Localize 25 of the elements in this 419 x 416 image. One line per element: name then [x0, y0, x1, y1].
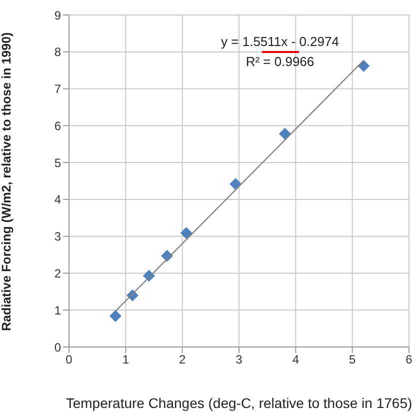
annotation: R² = 0.9966	[244, 53, 316, 71]
point	[109, 310, 122, 322]
x-tick-label: 6	[406, 352, 413, 367]
x-tick-label: 0	[66, 352, 73, 367]
y-tick-label: 8	[54, 45, 62, 60]
point	[230, 178, 242, 190]
y-tick-label: 9	[54, 8, 62, 22]
x-tick-label: 1	[122, 352, 130, 367]
y-tick-label: 4	[54, 192, 62, 207]
x-axis-title: Temperature Changes (deg-C, relative to those in 1765)	[66, 395, 412, 411]
y-tick-label: 5	[54, 156, 62, 170]
x-tick-label: 3	[236, 352, 243, 367]
y-tick-label: 3	[54, 230, 62, 244]
point	[180, 227, 192, 240]
x-tick-label: 5	[348, 352, 356, 367]
annotation: y = 1.5511x - 0.2974	[220, 33, 340, 51]
y-axis-title: Radiative Forcing (W/m2, relative to those in 1990)	[0, 32, 14, 331]
y-tick-label: 1	[54, 303, 62, 318]
point	[278, 128, 291, 140]
x-tick-label: 2	[178, 352, 186, 367]
y-tick-label: 6	[54, 118, 62, 133]
y-tick-label: 0	[54, 340, 62, 354]
y-tick-label: 2	[54, 266, 62, 280]
y-tick-label: 7	[54, 82, 62, 96]
x-tick-label: 4	[292, 352, 300, 367]
